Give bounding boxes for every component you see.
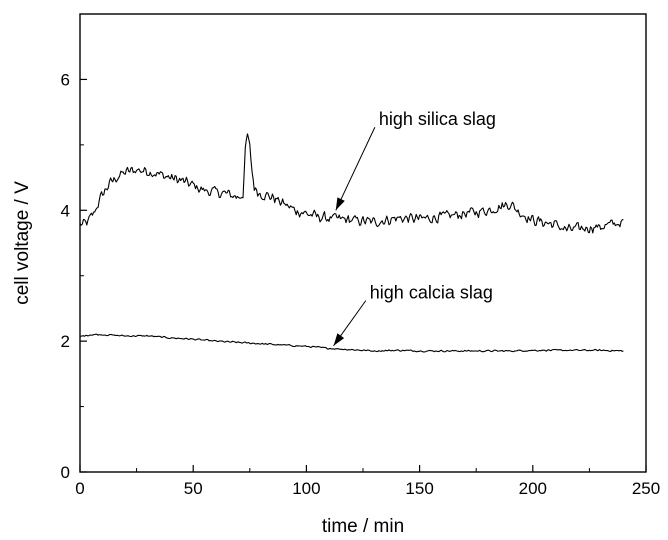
annotations-group: high silica slag high calcia slag: [333, 109, 496, 347]
axis-ticks: 0 50 100 150 200 250 0 2 4 6: [61, 70, 661, 498]
y-tick-label: 4: [61, 201, 70, 220]
series-line-1: [79, 133, 624, 234]
y-tick-label: 0: [61, 463, 70, 482]
annotation-arrow-1: [335, 127, 376, 211]
series-group: [79, 133, 624, 353]
y-axis-title: cell voltage / V: [12, 181, 33, 305]
x-axis-title: time / min: [322, 516, 404, 537]
plot-frame: [79, 13, 647, 473]
x-tick-label: 250: [632, 479, 660, 498]
annotation-arrowhead-2: [333, 333, 345, 346]
series-line-2: [80, 333, 624, 353]
y-tick-label: 6: [61, 70, 70, 89]
annotation-label-2: high calcia slag: [370, 283, 493, 303]
annotation-label-1: high silica slag: [379, 109, 496, 129]
x-tick-label: 0: [75, 479, 84, 498]
x-tick-label: 50: [184, 479, 203, 498]
x-tick-label: 100: [292, 479, 320, 498]
x-tick-label: 150: [405, 479, 433, 498]
annotation-arrowhead-1: [335, 197, 345, 211]
y-tick-label: 2: [61, 332, 70, 351]
x-tick-label: 200: [519, 479, 547, 498]
